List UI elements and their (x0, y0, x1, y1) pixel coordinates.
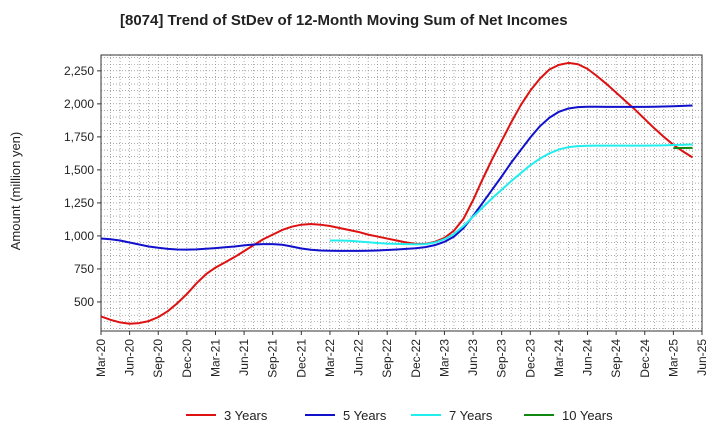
x-tick-label: Sep-22 (380, 339, 394, 378)
plot-area (101, 55, 702, 331)
y-tick-label: 1,000 (64, 229, 94, 243)
y-tick-label: 1,500 (64, 163, 94, 177)
x-tick-label: Mar-22 (323, 339, 337, 377)
y-axis-label: Amount (million yen) (8, 132, 23, 251)
y-tick-label: 1,750 (64, 130, 94, 144)
y-axis-ticks: 500 750 1,000 1,250 1,500 1,750 2,000 2,250 (64, 64, 101, 309)
x-tick-label: Sep-20 (151, 339, 165, 378)
x-tick-label: Dec-22 (409, 339, 423, 378)
series-line-7-years (329, 143, 693, 246)
legend: 3 Years 5 Years 7 Years 10 Years (186, 408, 613, 423)
x-tick-label: Mar-25 (666, 339, 680, 377)
legend-label: 7 Years (449, 408, 493, 423)
x-tick-label: Jun-24 (581, 339, 595, 376)
x-tick-label: Dec-20 (180, 339, 194, 378)
x-tick-label: Dec-21 (294, 339, 308, 378)
x-tick-label: Sep-23 (495, 339, 509, 378)
chart-title: [8074] Trend of StDev of 12-Month Moving… (120, 12, 568, 29)
x-tick-label: Jun-25 (695, 339, 709, 376)
x-tick-label: Dec-24 (638, 339, 652, 378)
x-tick-label: Jun-22 (352, 339, 366, 376)
y-tick-label: 2,000 (64, 97, 94, 111)
x-tick-label: Sep-21 (266, 339, 280, 378)
y-tick-label: 750 (74, 262, 94, 276)
x-tick-label: Mar-23 (437, 339, 451, 377)
series-line-3-years (100, 61, 693, 325)
x-tick-label: Mar-21 (208, 339, 222, 377)
x-tick-label: Mar-24 (552, 339, 566, 377)
x-tick-label: Jun-21 (237, 339, 251, 376)
plot-border (100, 54, 703, 332)
legend-label: 10 Years (562, 408, 613, 423)
y-tick-label: 1,250 (64, 196, 94, 210)
x-tick-label: Sep-24 (609, 339, 623, 378)
y-tick-label: 500 (74, 295, 94, 309)
y-tick-label: 2,250 (64, 64, 94, 78)
legend-label: 5 Years (343, 408, 387, 423)
x-tick-label: Dec-23 (523, 339, 537, 378)
x-tick-label: Jun-20 (123, 339, 137, 376)
series-line-5-years (100, 104, 693, 252)
series-lines (100, 61, 693, 325)
legend-label: 3 Years (224, 408, 268, 423)
x-tick-label: Jun-23 (466, 339, 480, 376)
x-axis-ticks: Mar-20 Jun-20 Sep-20 Dec-20 Mar-21 Jun-21 Sep-… (94, 331, 709, 378)
x-tick-label: Mar-20 (94, 339, 108, 377)
